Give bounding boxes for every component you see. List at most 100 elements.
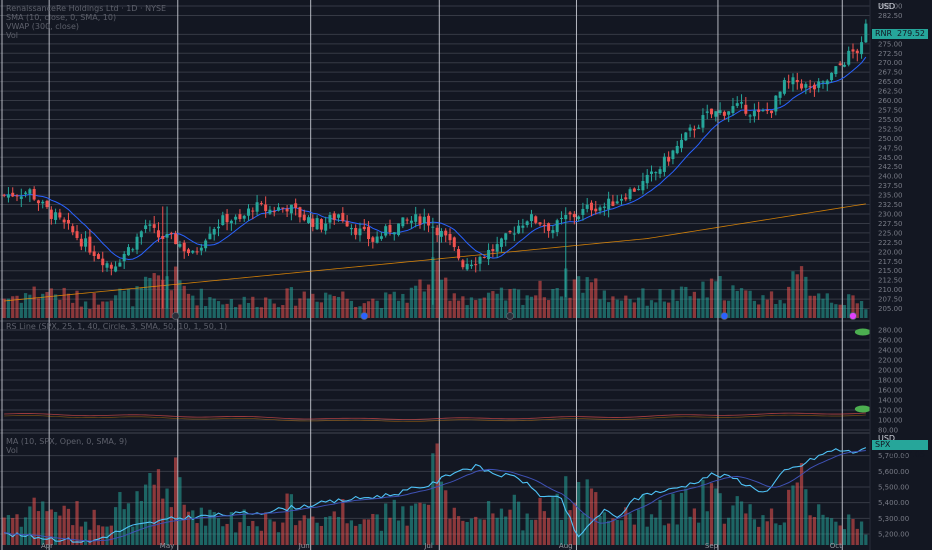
currency-label[interactable]: USD — [878, 2, 896, 11]
volume-bar — [701, 281, 705, 318]
candle — [787, 74, 791, 89]
volume-bar — [384, 292, 388, 318]
candle — [251, 207, 255, 220]
volume-bar — [821, 298, 825, 318]
legend-vwap[interactable]: VWAP (300, close) — [6, 22, 79, 31]
lower-pane-legend: MA (10, SPX, Open, 0, SMA, 9) Vol — [6, 437, 127, 455]
candle — [834, 65, 838, 77]
candle-body — [568, 212, 572, 215]
volume-bar — [221, 304, 225, 318]
candle — [581, 202, 585, 221]
lower-volume-bar — [358, 524, 362, 545]
lower-volume-bar — [504, 516, 508, 545]
candle — [589, 200, 593, 217]
candle — [645, 169, 649, 189]
candle — [88, 229, 92, 255]
lower-volume-bar — [551, 497, 555, 545]
volume-bar — [2, 298, 6, 318]
candle-body — [594, 208, 598, 212]
volume-bar — [259, 307, 264, 318]
volume-bar — [842, 305, 847, 318]
candle-body — [84, 238, 88, 247]
candle-body — [542, 224, 546, 226]
candle-body — [705, 111, 709, 113]
volume-bar — [838, 304, 842, 318]
candle-body — [139, 231, 143, 238]
candle — [328, 211, 332, 229]
candle — [422, 208, 426, 231]
lower-volume-bar — [371, 513, 375, 545]
volume-bar — [371, 298, 375, 318]
volume-bar — [319, 302, 324, 318]
candle — [491, 244, 495, 258]
volume-bar — [534, 295, 538, 318]
lower-volume-bar — [135, 491, 139, 545]
candle-body — [324, 223, 328, 231]
lower-volume-bar — [598, 515, 602, 545]
candle-body — [714, 111, 718, 117]
spx-tick-label: 5,600.00 — [878, 468, 909, 476]
candle — [727, 111, 731, 123]
price-tick-label: 275.00 — [878, 40, 903, 48]
candle-body — [36, 200, 40, 204]
candle — [607, 191, 611, 218]
candle-body — [607, 198, 611, 210]
candle — [439, 228, 443, 243]
lower-volume-bar — [555, 493, 559, 545]
candle-body — [178, 244, 182, 247]
lower-volume-bar — [581, 513, 585, 545]
spx-tag-value: 5,757.05 — [889, 450, 925, 459]
legend-sma[interactable]: SMA (10, close, 0, SMA, 10) — [6, 13, 117, 22]
lower-volume-bar — [456, 516, 461, 545]
legend-symbol[interactable]: RenaissanceRe Holdings Ltd · 1D · NYSE — [6, 4, 167, 13]
lower-volume-bar — [216, 518, 221, 545]
candle-body — [512, 233, 516, 235]
candle-body — [439, 231, 443, 237]
price-tag-value: 279.52 — [897, 29, 925, 38]
candle — [182, 240, 186, 259]
candle — [225, 209, 229, 231]
legend-rs-line[interactable]: RS Line (SPX, 25, 1, 40, Circle, 3, SMA,… — [6, 322, 228, 331]
volume-bar — [109, 300, 113, 318]
candle — [298, 206, 302, 223]
candle-body — [174, 233, 178, 245]
volume-bar — [229, 299, 233, 318]
legend-spx-ma[interactable]: MA (10, SPX, Open, 0, SMA, 9) — [6, 437, 128, 446]
rs-tick-label: 100.00 — [878, 417, 903, 425]
lower-volume-bar — [45, 511, 49, 545]
volume-bar — [418, 279, 422, 318]
lower-volume-bar — [641, 494, 645, 545]
lower-volume-bar — [58, 515, 62, 545]
lower-volume-bar — [401, 506, 405, 545]
lower-volume-bar — [11, 517, 15, 545]
candle — [572, 211, 576, 225]
volume-bar — [632, 302, 636, 318]
candle — [114, 261, 118, 273]
volume-bar — [148, 277, 152, 318]
volume-bar — [169, 290, 173, 318]
lower-volume-bar — [418, 502, 422, 545]
candle — [744, 97, 748, 116]
legend-volume[interactable]: Vol — [6, 31, 18, 40]
candle-body — [727, 111, 731, 115]
rs-pane-legend: RS Line (SPX, 25, 1, 40, Circle, 3, SMA,… — [6, 322, 227, 331]
volume-bar — [92, 292, 96, 318]
candle — [238, 209, 242, 222]
candle-body — [482, 256, 486, 258]
candle — [538, 222, 542, 227]
candle — [294, 198, 298, 216]
legend-lower-volume[interactable]: Vol — [6, 446, 18, 455]
candle — [517, 220, 521, 235]
candle — [568, 211, 572, 221]
candle-body — [632, 188, 636, 192]
candle-body — [649, 171, 654, 174]
candle — [289, 204, 293, 221]
lower-volume-bar — [276, 532, 281, 545]
candle-body — [2, 194, 6, 196]
lower-currency-label[interactable]: USD — [878, 434, 896, 443]
lower-volume-bar — [718, 493, 722, 545]
candle — [324, 216, 328, 235]
candle-body — [761, 110, 765, 112]
lower-volume-bar — [615, 519, 619, 545]
